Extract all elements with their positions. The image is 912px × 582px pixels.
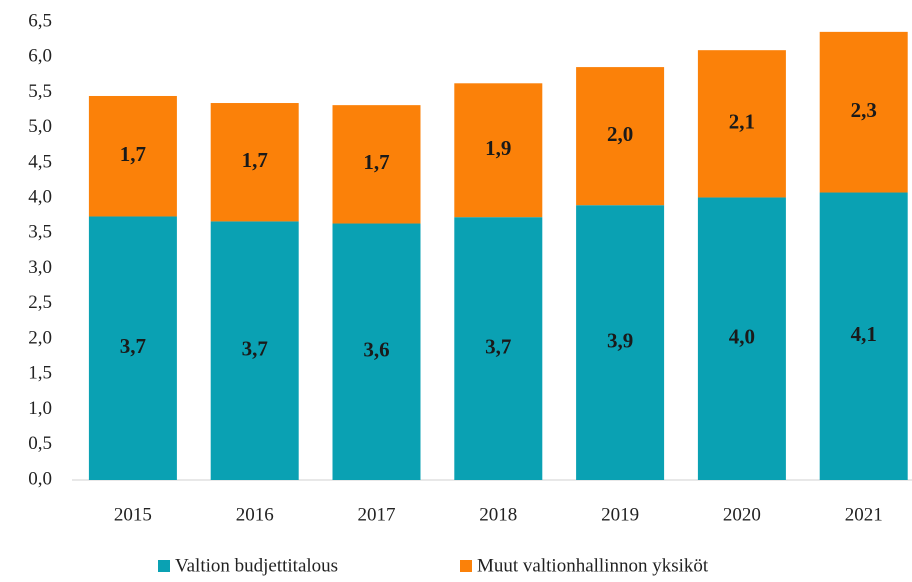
bar-segment [576, 67, 665, 206]
y-tick-label: 5,5 [28, 81, 52, 102]
value-label: 3,7 [120, 334, 146, 358]
bar-segment [697, 197, 786, 481]
y-tick-label: 1,5 [28, 363, 52, 384]
value-label: 1,7 [242, 148, 268, 172]
legend-swatch [158, 560, 170, 572]
y-tick-label: 0,0 [28, 468, 52, 489]
bar-segment [332, 105, 421, 224]
bar-segment [697, 50, 786, 198]
value-label: 3,7 [485, 334, 511, 358]
value-label: 2,1 [729, 110, 755, 134]
legend-label: Muut valtionhallinnon yksiköt [477, 555, 709, 576]
value-label: 1,9 [485, 136, 511, 160]
bar-segment [88, 216, 177, 480]
value-label: 2,3 [851, 98, 877, 122]
legend-label: Valtion budjettitalous [175, 555, 338, 576]
y-tick-label: 3,5 [28, 222, 52, 243]
y-tick-label: 3,0 [28, 257, 52, 278]
x-tick-label: 2020 [723, 504, 761, 525]
value-label: 1,7 [363, 150, 389, 174]
y-tick-label: 1,0 [28, 398, 52, 419]
value-label: 1,7 [120, 142, 146, 166]
x-tick-label: 2019 [601, 504, 639, 525]
y-tick-label: 2,5 [28, 292, 52, 313]
bar-segment [819, 192, 908, 481]
value-label: 2,0 [607, 122, 633, 146]
y-tick-label: 5,0 [28, 116, 52, 137]
x-tick-label: 2017 [358, 504, 396, 525]
value-label: 3,9 [607, 328, 633, 352]
value-label: 3,7 [242, 337, 268, 361]
legend-swatch [460, 560, 472, 572]
value-label: 4,1 [851, 322, 877, 346]
bar-segment [819, 31, 908, 193]
y-tick-label: 4,5 [28, 151, 52, 172]
value-label: 4,0 [729, 325, 755, 349]
bar-segment [454, 83, 543, 218]
bar-segment [454, 217, 543, 480]
y-tick-label: 6,0 [28, 46, 52, 67]
value-label: 3,6 [363, 338, 389, 362]
x-tick-label: 2016 [236, 504, 274, 525]
bar-segment [210, 221, 299, 480]
x-tick-label: 2021 [845, 504, 883, 525]
bar-segment [88, 95, 177, 217]
bar-segment [332, 223, 421, 480]
x-tick-label: 2018 [479, 504, 517, 525]
bar-segment [576, 205, 665, 480]
y-tick-label: 6,5 [28, 10, 52, 31]
bar-segment [210, 103, 299, 222]
y-tick-label: 4,0 [28, 187, 52, 208]
y-tick-label: 0,5 [28, 433, 52, 454]
x-tick-label: 2015 [114, 504, 152, 525]
y-tick-label: 2,0 [28, 327, 52, 348]
